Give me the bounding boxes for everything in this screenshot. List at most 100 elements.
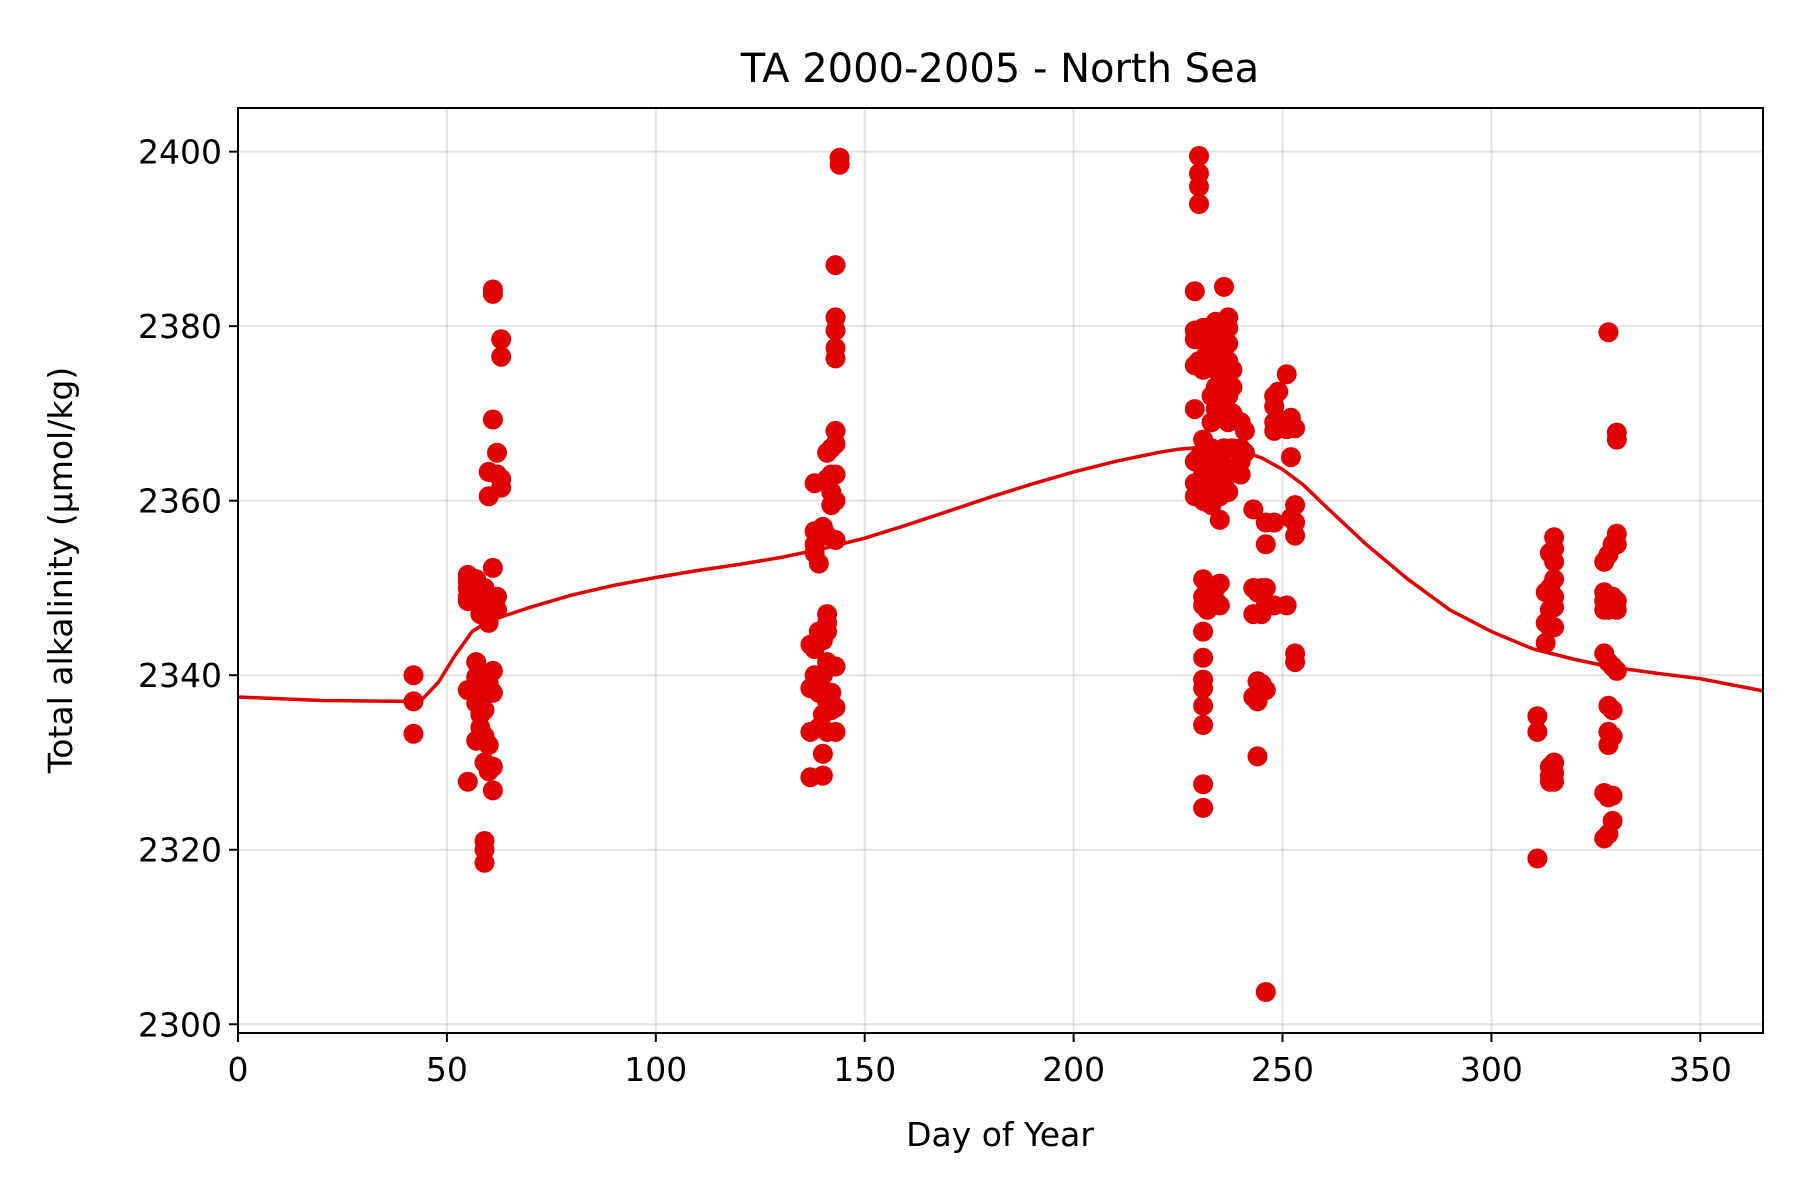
y-tick-label: 2340 <box>138 656 222 695</box>
data-point <box>1222 377 1243 398</box>
y-tick-label: 2320 <box>138 831 222 870</box>
data-point <box>825 464 846 485</box>
data-point <box>1544 551 1565 572</box>
data-point <box>1209 595 1230 616</box>
data-layer <box>237 146 1764 1002</box>
chart-title: TA 2000-2005 - North Sea <box>740 46 1259 92</box>
data-point <box>1193 621 1214 642</box>
data-point <box>1606 534 1627 555</box>
data-point <box>403 691 424 712</box>
data-point <box>482 682 503 703</box>
data-point <box>1184 281 1205 302</box>
data-point <box>1527 848 1548 869</box>
data-point <box>1193 678 1214 699</box>
data-point <box>474 700 495 721</box>
data-point <box>474 852 495 873</box>
data-point <box>466 652 487 673</box>
y-axis-label: Total alkalinity (μmol/kg) <box>41 367 80 775</box>
x-tick-label: 300 <box>1460 1050 1523 1089</box>
data-point <box>1527 721 1548 742</box>
data-point <box>1234 442 1255 463</box>
data-point <box>1193 797 1214 818</box>
data-point <box>1255 982 1276 1002</box>
data-point <box>1544 597 1565 618</box>
data-point <box>1193 774 1214 795</box>
data-point <box>1598 322 1619 343</box>
data-point <box>829 154 850 175</box>
x-tick-label: 250 <box>1251 1050 1314 1089</box>
data-point <box>1276 595 1297 616</box>
data-point <box>487 599 507 620</box>
data-point <box>1544 771 1565 792</box>
data-point <box>825 255 846 276</box>
y-tick-label: 2380 <box>138 307 222 346</box>
data-point <box>1255 578 1276 598</box>
data-point <box>1243 499 1264 520</box>
data-point <box>812 765 833 786</box>
data-point <box>1285 418 1306 439</box>
data-point <box>491 477 512 498</box>
data-point <box>1255 534 1276 555</box>
data-point <box>482 780 503 801</box>
data-point <box>1602 785 1623 806</box>
x-tick-label: 150 <box>833 1050 896 1089</box>
data-point <box>825 656 846 677</box>
data-point <box>1222 359 1243 380</box>
data-point <box>1214 276 1234 297</box>
data-point <box>1602 726 1623 747</box>
data-point <box>1189 146 1209 166</box>
data-point <box>825 697 846 718</box>
data-point <box>403 723 424 744</box>
data-point <box>457 771 478 792</box>
data-point <box>403 665 424 686</box>
data-point <box>1285 495 1306 516</box>
data-point <box>1264 512 1285 533</box>
x-tick-label: 50 <box>426 1050 468 1089</box>
data-point <box>817 621 838 642</box>
data-point <box>1184 399 1205 420</box>
x-tick-label: 350 <box>1669 1050 1732 1089</box>
data-point <box>1285 652 1306 673</box>
data-point <box>1189 194 1209 214</box>
data-point <box>1268 381 1289 402</box>
data-point <box>1544 617 1565 638</box>
data-point <box>482 409 503 430</box>
data-point <box>1230 464 1251 485</box>
data-point <box>1606 429 1627 450</box>
data-point <box>1276 364 1297 385</box>
data-point <box>1606 660 1627 681</box>
y-tick-label: 2360 <box>138 482 222 521</box>
x-tick-label: 200 <box>1042 1050 1105 1089</box>
data-point <box>491 329 512 350</box>
data-point <box>825 490 846 511</box>
x-tick-label: 100 <box>624 1050 687 1089</box>
data-point <box>491 346 512 367</box>
data-point <box>482 557 503 578</box>
data-point <box>1527 706 1548 727</box>
data-point <box>478 735 499 755</box>
data-point <box>482 660 503 681</box>
data-point <box>1602 700 1623 721</box>
data-point <box>825 434 846 454</box>
data-point <box>1544 569 1565 590</box>
data-point <box>825 320 846 341</box>
data-point <box>1218 317 1239 338</box>
data-point <box>1606 599 1627 620</box>
data-point <box>808 553 829 574</box>
x-tick-label: 0 <box>228 1050 249 1089</box>
data-point <box>1189 176 1209 197</box>
data-point <box>1285 525 1306 546</box>
data-point <box>1209 509 1230 530</box>
data-point <box>1535 632 1556 653</box>
x-axis-label: Day of Year <box>906 1115 1094 1154</box>
data-point <box>1209 573 1230 594</box>
data-point <box>1193 695 1214 716</box>
data-point <box>482 756 503 777</box>
tick-layer: 0 50 100 150 200 250 300 350 2300 2320 2340 2360 238… <box>138 133 1732 1089</box>
data-point <box>487 442 507 463</box>
data-point <box>825 348 846 369</box>
data-point <box>1602 810 1623 831</box>
y-tick-label: 2300 <box>138 1005 222 1044</box>
data-point <box>812 743 833 764</box>
